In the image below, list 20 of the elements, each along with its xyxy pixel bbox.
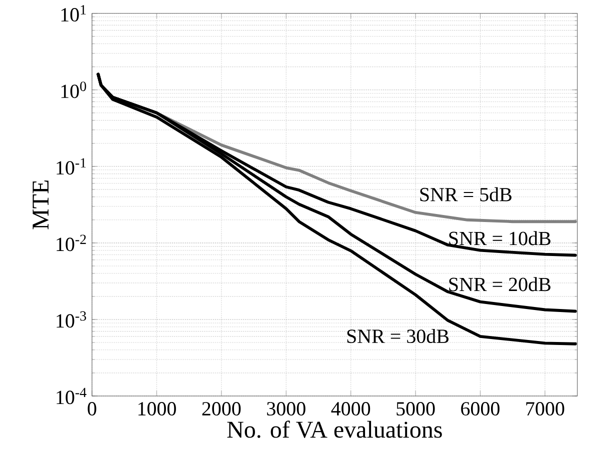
y-tick-label: 10$^{-3}$ bbox=[56, 311, 86, 328]
y-tick-label: 10$^{1}$ bbox=[61, 5, 86, 22]
series-label: SNR = 10dB bbox=[449, 231, 550, 246]
x-tick-label: 7000 bbox=[526, 402, 564, 416]
x-tick-label: 5000 bbox=[396, 402, 435, 416]
y-tick-label: 10$^{0}$ bbox=[61, 82, 86, 98]
series-label: SNR = 20dB bbox=[449, 277, 550, 292]
x-tick-label: 3000 bbox=[267, 402, 306, 416]
x-tick-label: 6000 bbox=[461, 402, 500, 416]
y-tick-label: 10$^{-2}$ bbox=[56, 234, 86, 252]
x-tick-label: 1000 bbox=[138, 402, 176, 416]
x-axis-title: No. of VA evaluations bbox=[227, 420, 442, 438]
x-tick-label: 4000 bbox=[331, 402, 370, 416]
series-label: SNR = 30dB bbox=[347, 329, 449, 344]
y-tick-label: 10$^{-1}$ bbox=[56, 158, 86, 175]
series-label: SNR = 5dB bbox=[420, 187, 512, 202]
y-axis-title: MTE bbox=[32, 180, 48, 230]
y-tick-label: 10$^{-4}$ bbox=[56, 388, 86, 404]
x-tick-label: 0 bbox=[88, 402, 96, 416]
x-tick-label: 2000 bbox=[202, 402, 241, 416]
